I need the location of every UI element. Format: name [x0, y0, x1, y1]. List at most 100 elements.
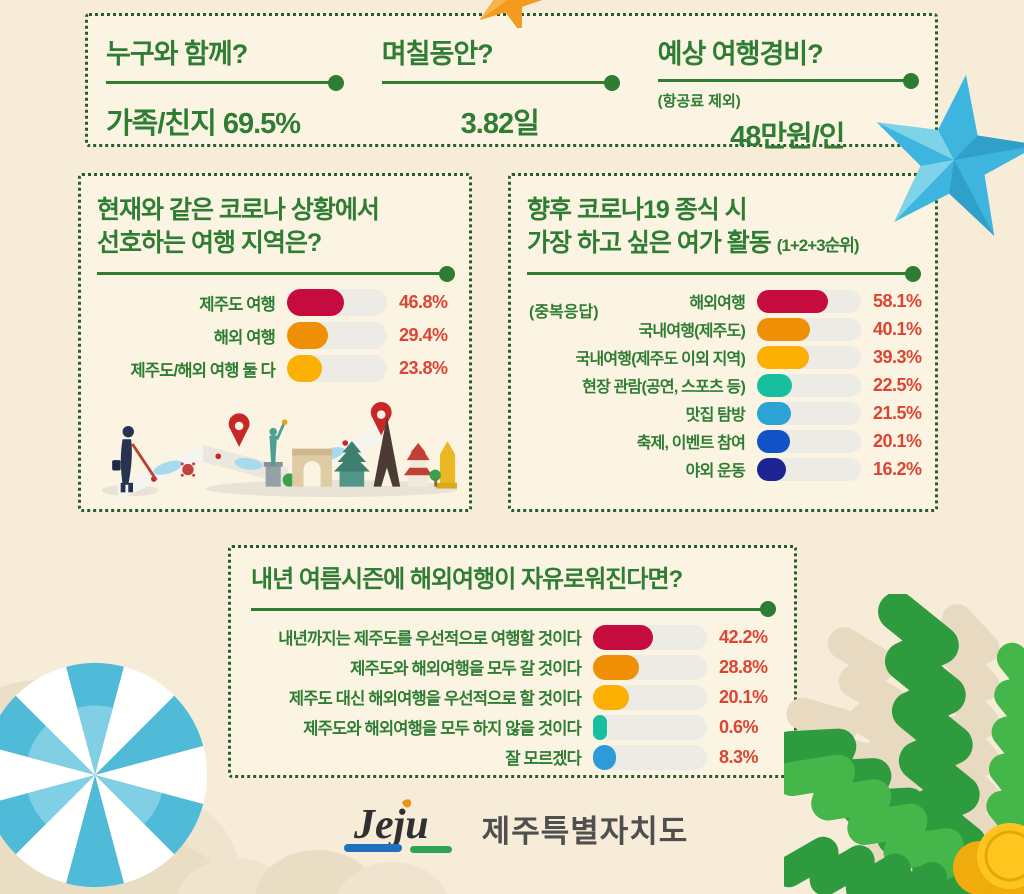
bar-value: 29.4%	[399, 325, 448, 345]
palm-leaves-icon	[784, 594, 1024, 894]
bar-label: 해외여행	[689, 295, 745, 312]
bar-track	[757, 373, 861, 397]
chart-title-suffix: (1+2+3순위)	[776, 236, 860, 255]
bar-row: 제주도와 해외여행을 모두 하지 않을 것이다 0.6%	[251, 714, 774, 740]
logo-green-stroke	[409, 846, 452, 853]
chart-box-leisure-activity: 향후 코로나19 종식 시 가장 하고 싶은 여가 활동 (1+2+3순위) (…	[508, 173, 938, 512]
bar-fill	[593, 714, 608, 740]
stat-question: 예상 여행경비?	[657, 39, 824, 69]
top-stats-box: 누구와 함께? 가족/친지 69.5% 며칠동안? 3.82일 예상 여행경비?…	[85, 13, 938, 153]
bar-track	[593, 624, 707, 650]
multi-response-note: (중복응답)	[529, 304, 599, 321]
bar-label: 내년까지는 제주도를 우선적으로 여행할 것이다	[278, 630, 582, 649]
jeju-logo: Jeju	[343, 799, 452, 853]
chart-title: 현재와 같은 코로나 상황에서 선호하는 여행 지역은?	[97, 196, 380, 257]
footer: Jeju 제주특별자치도	[0, 796, 1024, 860]
travel-map-illustration	[101, 402, 457, 500]
stat-question: 며칠동안?	[381, 39, 494, 69]
jeju-logo-text: Jeju	[353, 802, 429, 848]
underline-rule	[657, 79, 917, 82]
bar-fill	[593, 624, 654, 650]
bar-row: 제주도와 해외여행을 모두 갈 것이다 28.8%	[251, 654, 774, 680]
bar-chart-next-summer: 내년까지는 제주도를 우선적으로 여행할 것이다 42.2% 제주도와 해외여행을 …	[251, 624, 774, 770]
bar-value: 46.8%	[399, 292, 448, 312]
bar-fill	[287, 355, 323, 382]
bar-value: 22.5%	[873, 374, 922, 395]
bar-value: 42.2%	[719, 626, 768, 647]
bar-value: 8.3%	[719, 746, 759, 767]
bar-chart-preferred-region: 제주도 여행 46.8% 해외 여행 29.4% 제주도/해외 여행 둘 다 23.8%	[97, 289, 453, 382]
bar-row: 제주도 여행 46.8%	[97, 289, 453, 316]
bar-row: 제주도/해외 여행 둘 다 23.8%	[97, 355, 453, 382]
bar-label: 잘 모르겠다	[505, 750, 581, 769]
bar-value: 0.6%	[719, 716, 759, 737]
stat-answer: 48만원/인	[730, 121, 845, 153]
stat-question: 누구와 함께?	[106, 39, 248, 69]
bar-row: 해외 여행 29.4%	[97, 322, 453, 349]
bar-track	[757, 317, 861, 341]
bar-track	[287, 355, 387, 382]
chart-box-preferred-region: 현재와 같은 코로나 상황에서 선호하는 여행 지역은? 제주도 여행 46.8%…	[78, 173, 472, 512]
stat-companion: 누구와 함께? 가족/친지 69.5%	[106, 32, 342, 155]
stat-note: (항공료 제외)	[657, 93, 741, 110]
map-pin-icon	[370, 402, 392, 436]
chart-box-next-summer: 내년 여름시즌에 해외여행이 자유로워진다면? 내년까지는 제주도를 우선적으로…	[228, 545, 797, 778]
bar-row: 맛집 탐방 21.5%	[527, 401, 922, 425]
bar-track	[593, 684, 707, 710]
bar-row: 제주도 대신 해외여행을 우선적으로 할 것이다 20.1%	[251, 684, 774, 710]
stat-duration: 며칠동안? 3.82일	[381, 32, 618, 155]
bar-row: 해외여행 58.1%	[527, 289, 922, 313]
bar-fill	[757, 289, 829, 313]
bar-row: 내년까지는 제주도를 우선적으로 여행할 것이다 42.2%	[251, 624, 774, 650]
bar-track	[287, 322, 387, 349]
bar-fill	[287, 289, 345, 316]
bar-label: 축제, 이벤트 참여	[636, 435, 746, 452]
underline-rule	[381, 81, 618, 84]
bar-row: 축제, 이벤트 참여 20.1%	[527, 429, 922, 453]
bar-label: 해외 여행	[213, 328, 276, 347]
underline-rule	[527, 272, 919, 275]
bar-label: 맛집 탐방	[685, 407, 746, 424]
bar-row: 국내여행(제주도) 40.1%	[527, 317, 922, 341]
bar-track	[593, 744, 707, 770]
bar-track	[757, 457, 861, 481]
bar-fill	[593, 684, 629, 710]
bar-fill	[593, 744, 616, 770]
bar-label: 국내여행(제주도 이외 지역)	[575, 351, 746, 368]
bar-fill	[757, 429, 790, 453]
bar-row: 야외 운동 16.2%	[527, 457, 922, 481]
bar-label: 제주도와 해외여행을 모두 하지 않을 것이다	[303, 720, 582, 739]
underline-rule	[251, 607, 774, 611]
bar-fill	[593, 654, 639, 680]
stat-budget: 예상 여행경비? (항공료 제외) 48만원/인	[657, 32, 917, 155]
bar-track	[757, 401, 861, 425]
tangerine-leaf-icon	[401, 799, 411, 808]
bar-value: 40.1%	[873, 318, 922, 339]
stat-answer: 3.82일	[460, 108, 540, 140]
bar-track	[757, 289, 861, 313]
starfish-blue-icon	[876, 74, 1024, 236]
bar-row: 국내여행(제주도 이외 지역) 39.3%	[527, 345, 922, 369]
chart-title: 향후 코로나19 종식 시 가장 하고 싶은 여가 활동 (1+2+3순위)	[527, 196, 860, 257]
bar-label: 제주도 대신 해외여행을 우선적으로 할 것이다	[288, 690, 582, 709]
bar-fill	[287, 322, 328, 349]
map-pin-icon	[228, 413, 250, 447]
bar-track	[757, 345, 861, 369]
bar-fill	[757, 345, 810, 369]
bar-value: 20.1%	[719, 686, 768, 707]
bar-label: 제주도와 해외여행을 모두 갈 것이다	[350, 660, 582, 679]
bar-label: 현장 관람(공연, 스포츠 등)	[582, 379, 746, 396]
organization-name: 제주특별자치도	[481, 813, 689, 849]
bar-track	[757, 429, 861, 453]
chart-title: 내년 여름시즌에 해외여행이 자유로워진다면?	[251, 566, 683, 593]
bar-fill	[757, 317, 810, 341]
logo-blue-stroke	[343, 844, 402, 852]
bar-row: 현장 관람(공연, 스포츠 등) 22.5%	[527, 373, 922, 397]
bar-label: 제주도 여행	[199, 295, 275, 314]
bar-chart-leisure-activity: 해외여행 58.1% 국내여행(제주도) 40.1% 국내여행(제주도 이외 지역) 39…	[527, 289, 922, 481]
bar-track	[593, 654, 707, 680]
underline-rule	[106, 81, 342, 84]
underline-rule	[97, 272, 453, 275]
bar-row: 잘 모르겠다 8.3%	[251, 744, 774, 770]
